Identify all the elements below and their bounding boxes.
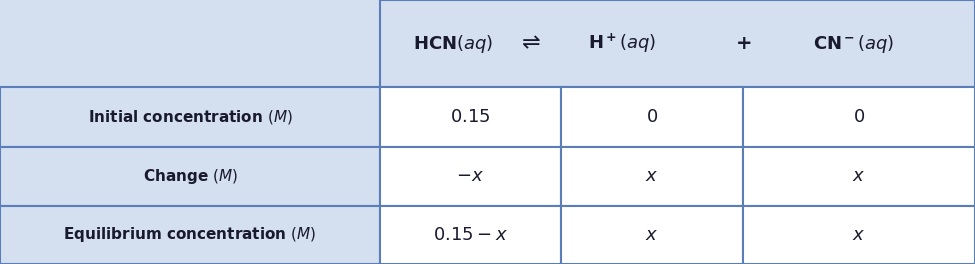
Text: $\mathbf{CN^-}$($\mathit{aq}$): $\mathbf{CN^-}$($\mathit{aq}$) [813, 32, 895, 55]
Text: $-x$: $-x$ [456, 167, 485, 185]
Text: $x$: $x$ [645, 226, 658, 244]
Text: $\rightleftharpoons$: $\rightleftharpoons$ [518, 34, 541, 54]
Bar [380, 0, 975, 87]
Bar [743, 87, 975, 147]
Bar [0, 0, 380, 87]
Text: $0.15-x$: $0.15-x$ [433, 226, 508, 244]
Text: $x$: $x$ [852, 167, 866, 185]
Bar [561, 87, 743, 147]
Text: $x$: $x$ [645, 167, 658, 185]
Text: $\mathbf{+}$: $\mathbf{+}$ [735, 34, 751, 53]
Bar [561, 206, 743, 264]
Text: $\mathbf{Change}$ ($\mathit{M}$): $\mathbf{Change}$ ($\mathit{M}$) [142, 167, 238, 186]
Bar [743, 147, 975, 206]
Bar [0, 147, 380, 206]
Text: $0$: $0$ [645, 108, 658, 126]
Text: $0.15$: $0.15$ [450, 108, 490, 126]
Bar [380, 147, 561, 206]
Text: $\mathbf{Equilibrium\ concentration}$ ($\mathit{M}$): $\mathbf{Equilibrium\ concentration}$ ($… [63, 225, 317, 244]
Text: $x$: $x$ [852, 226, 866, 244]
Bar [0, 206, 380, 264]
Bar [380, 206, 561, 264]
Text: $\mathbf{H^+}$($\mathit{aq}$): $\mathbf{H^+}$($\mathit{aq}$) [588, 32, 656, 55]
Text: $\mathbf{Initial\ concentration}$ ($\mathit{M}$): $\mathbf{Initial\ concentration}$ ($\mat… [88, 108, 292, 126]
Text: $0$: $0$ [853, 108, 865, 126]
Bar [0, 87, 380, 147]
Bar [743, 206, 975, 264]
Bar [561, 147, 743, 206]
Bar [380, 87, 561, 147]
Text: $\mathbf{HCN}$($\mathit{aq}$): $\mathbf{HCN}$($\mathit{aq}$) [413, 32, 493, 55]
